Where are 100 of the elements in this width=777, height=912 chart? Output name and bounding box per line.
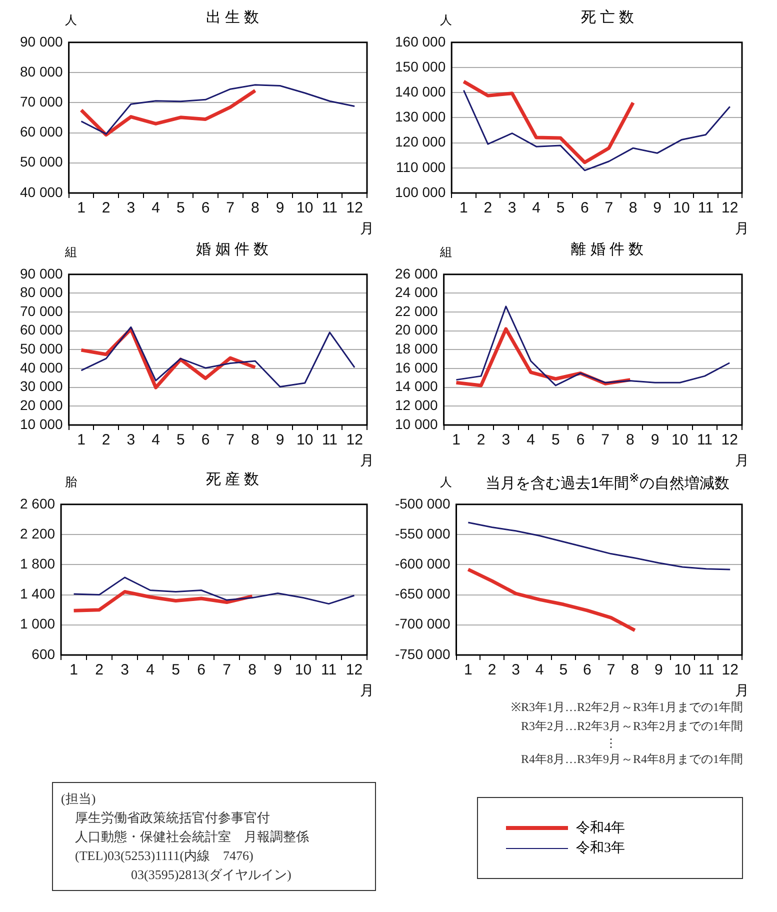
- x-tick-label: 6: [576, 432, 585, 449]
- x-tick-label: 2: [484, 200, 492, 217]
- x-tick-label: 12: [721, 432, 738, 449]
- x-tick-label: 8: [251, 200, 260, 217]
- y-tick-label: 140 000: [394, 83, 446, 100]
- x-tick-label: 11: [322, 432, 338, 449]
- y-tick-label: 70 000: [20, 302, 64, 319]
- y-tick-label: 20 000: [20, 397, 64, 414]
- y-tick-label: -550 000: [394, 525, 450, 542]
- x-tick-label: 1: [77, 200, 86, 217]
- y-tick-label: 150 000: [394, 58, 446, 74]
- x-tick-label: 7: [226, 200, 235, 217]
- y-axis-title: 人: [65, 12, 77, 29]
- x-tick-label: 9: [276, 200, 284, 217]
- x-tick-label: 8: [630, 662, 640, 679]
- x-tick-label: 2: [488, 662, 496, 679]
- chart-title: 離 婚 件 数: [571, 241, 644, 258]
- x-tick-label: 7: [222, 662, 231, 679]
- x-tick-label: 1: [452, 432, 460, 449]
- y-tick-label: 90 000: [20, 265, 64, 282]
- x-tick-label: 4: [535, 662, 544, 679]
- x-tick-label: 6: [580, 200, 589, 217]
- x-tick-label: 8: [248, 662, 256, 679]
- legend-label: 令和4年: [576, 820, 625, 837]
- y-tick-label: 24 000: [394, 284, 438, 300]
- x-tick-label: 3: [508, 200, 516, 217]
- x-tick-label: 5: [172, 662, 180, 679]
- y-tick-label: 90 000: [20, 33, 64, 50]
- y-tick-label: 60 000: [20, 322, 64, 338]
- x-tick-label: 1: [464, 662, 472, 679]
- y-tick-label: -500 000: [394, 495, 450, 512]
- x-axis-title: 月: [360, 452, 374, 470]
- x-tick-label: 5: [559, 662, 568, 679]
- y-tick-label: 22 000: [394, 302, 438, 319]
- y-tick-label: 1 400: [20, 586, 56, 602]
- x-tick-label: 11: [698, 662, 714, 679]
- x-tick-label: 5: [551, 432, 560, 449]
- text: R4年8月…R3年9月～R4年8月までの1年間: [520, 751, 743, 768]
- y-tick-label: 110 000: [396, 158, 446, 175]
- x-tick-label: 8: [628, 200, 638, 217]
- x-tick-label: 12: [722, 200, 738, 217]
- x-tick-label: 11: [322, 200, 338, 217]
- x-tick-label: 10: [296, 200, 314, 217]
- x-tick-label: 5: [556, 200, 565, 217]
- x-tick-label: 9: [276, 432, 284, 449]
- x-tick-label: 11: [698, 200, 714, 217]
- x-tick-label: 8: [251, 432, 260, 449]
- y-tick-label: -650 000: [394, 586, 450, 602]
- x-tick-label: 4: [152, 200, 160, 217]
- x-tick-label: 9: [654, 662, 663, 679]
- y-tick-label: 30 000: [20, 378, 64, 394]
- text: ※R3年1月…R2年2月～R3年1月までの1年間: [510, 699, 743, 716]
- chart-title: 当月を含む過去1年間$^{※}$の自然増減数: [486, 471, 730, 492]
- text: 厚生労働省政策統括官付参事官付: [74, 809, 271, 827]
- y-tick-label: 50 000: [20, 340, 64, 357]
- y-tick-label: 60 000: [20, 124, 64, 140]
- x-tick-label: 10: [674, 662, 691, 679]
- text: 人口動態・保健社会統計室 月報調整係: [74, 828, 310, 846]
- x-tick-label: 4: [152, 432, 160, 449]
- y-axis-title: 人: [440, 12, 452, 29]
- x-tick-label: 4: [532, 200, 540, 217]
- x-tick-label: 7: [606, 662, 616, 679]
- x-tick-label: 5: [176, 200, 185, 217]
- legend-label: 令和3年: [576, 840, 625, 857]
- x-tick-label: 6: [201, 200, 210, 217]
- x-tick-label: 2: [95, 662, 104, 679]
- text: (担当): [61, 790, 97, 808]
- x-tick-label: 12: [722, 662, 738, 679]
- y-tick-label: 50 000: [20, 154, 64, 170]
- x-tick-label: 3: [502, 432, 510, 449]
- y-tick-label: 10 000: [20, 416, 64, 432]
- x-tick-label: 9: [653, 200, 662, 217]
- y-tick-label: 600: [32, 646, 56, 662]
- chart-title: 婚 姻 件 数: [196, 241, 269, 258]
- x-tick-label: 7: [226, 432, 235, 449]
- y-tick-label: 10 000: [394, 416, 438, 432]
- y-tick-label: 160 000: [394, 33, 446, 50]
- y-tick-label: 26 000: [394, 265, 438, 282]
- x-tick-label: 4: [146, 662, 154, 679]
- y-tick-label: 2 600: [20, 495, 56, 512]
- x-tick-label: 5: [176, 432, 185, 449]
- x-tick-label: 6: [197, 662, 206, 679]
- y-axis-title: 胎: [65, 474, 77, 491]
- text: (TEL)03(5253)1111(内線 7476): [74, 847, 254, 865]
- y-tick-label: 14 000: [394, 378, 438, 394]
- x-tick-label: 1: [460, 200, 468, 217]
- y-tick-label: 12 000: [394, 397, 438, 414]
- x-tick-label: 12: [346, 662, 363, 679]
- x-axis-title: 月: [735, 682, 749, 700]
- text: R3年2月…R2年3月～R3年2月までの1年間: [520, 718, 743, 735]
- y-tick-label: 130 000: [394, 108, 446, 125]
- x-tick-label: 7: [601, 432, 610, 449]
- x-tick-label: 1: [77, 432, 86, 449]
- x-tick-label: 10: [673, 200, 690, 217]
- x-tick-label: 3: [512, 662, 520, 679]
- x-tick-label: 6: [201, 432, 210, 449]
- x-tick-label: 2: [476, 432, 486, 449]
- y-tick-label: 120 000: [394, 134, 446, 150]
- x-tick-label: 2: [102, 432, 110, 449]
- x-tick-label: 9: [650, 432, 660, 449]
